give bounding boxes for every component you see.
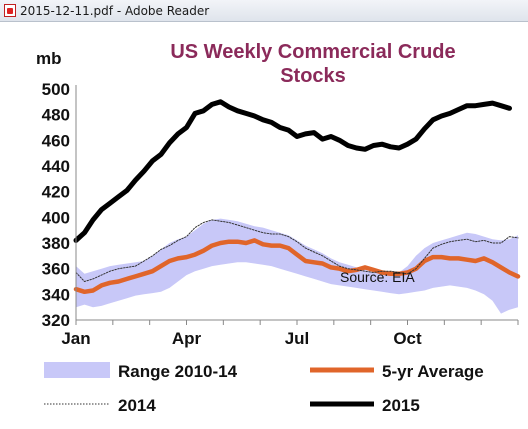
y-tick-label-500: 500 (42, 80, 70, 99)
y-tick-label-420: 420 (42, 183, 70, 202)
x-tick-label-apr: Apr (172, 329, 202, 348)
series-2015-line (73, 99, 512, 243)
y-tick-label-460: 460 (42, 131, 70, 150)
series-range-2010-14-band (76, 218, 518, 314)
x-axis: Jan Apr Jul Oct (61, 319, 519, 348)
y-axis-unit-label: mb (36, 49, 62, 68)
window-titlebar: 2015-12-11.pdf - Adobe Reader (0, 0, 528, 22)
chart-title-line1: US Weekly Commercial Crude (170, 41, 455, 63)
x-tick-label-oct: Oct (393, 329, 422, 348)
y-tick-label-440: 440 (42, 157, 70, 176)
legend: Range 2010-14 5-yr Average 2014 2015 (44, 362, 484, 415)
legend-label-2015: 2015 (382, 396, 420, 415)
x-tick-label-jan: Jan (61, 329, 90, 348)
y-axis: 500 480 460 440 420 400 380 360 340 320 (42, 80, 77, 330)
y-tick-label-360: 360 (42, 260, 70, 279)
y-tick-label-320: 320 (42, 311, 70, 330)
window-title: 2015-12-11.pdf - Adobe Reader (20, 4, 210, 18)
legend-label-2014: 2014 (118, 396, 156, 415)
legend-label-range: Range 2010-14 (118, 362, 238, 381)
legend-label-5yr-average: 5-yr Average (382, 362, 484, 381)
y-tick-label-340: 340 (42, 285, 70, 304)
y-tick-label-400: 400 (42, 208, 70, 227)
series-2014-line (75, 219, 519, 282)
crude-stocks-chart: US Weekly Commercial Crude Stocks mb 500… (36, 41, 521, 415)
chart-title-line2: Stocks (280, 65, 346, 87)
plot-area (73, 99, 521, 314)
series-5yr-average-line (73, 238, 521, 295)
y-tick-label-480: 480 (42, 106, 70, 125)
source-label: Source: EIA (340, 269, 415, 285)
pdf-file-icon (4, 4, 16, 17)
x-tick-label-jul: Jul (285, 329, 310, 348)
legend-swatch-range (44, 362, 110, 378)
y-tick-label-380: 380 (42, 234, 70, 253)
